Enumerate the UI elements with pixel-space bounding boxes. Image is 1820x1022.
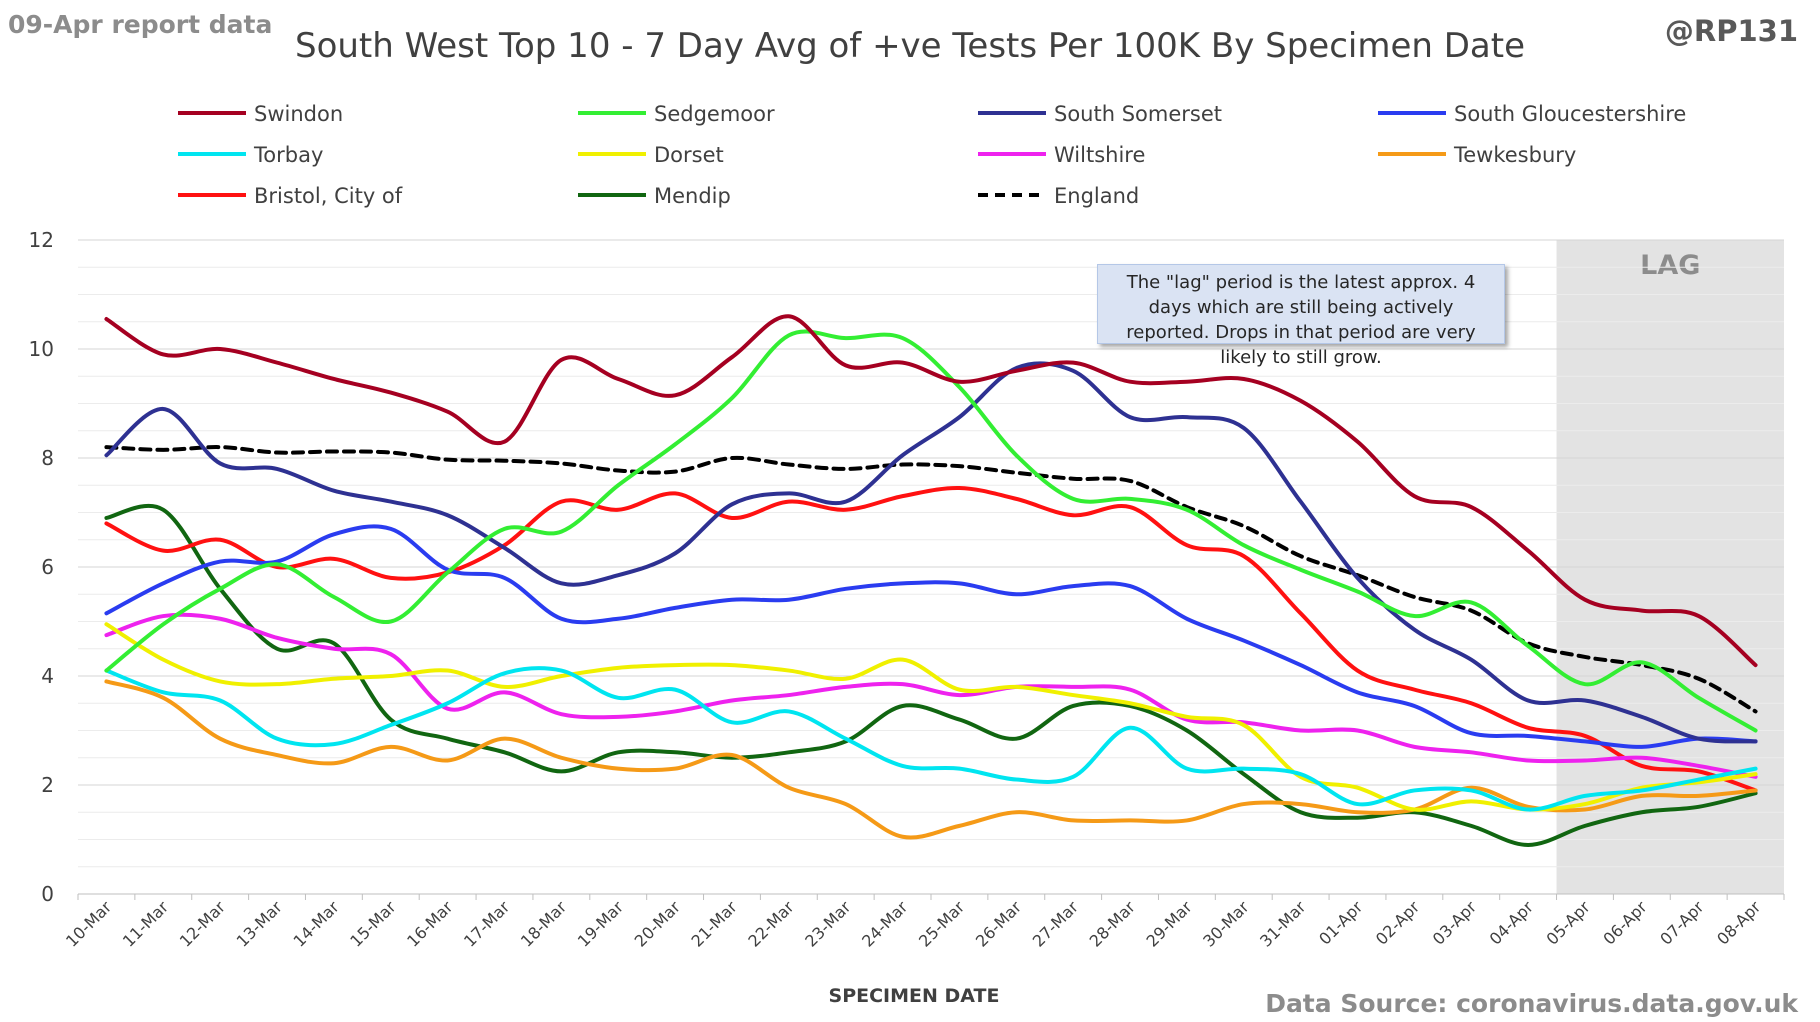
- lag-note-callout: The "lag" period is the latest approx. 4…: [1097, 264, 1505, 368]
- x-tick-label: 29-Mar: [1142, 897, 1196, 951]
- x-tick-label: 26-Mar: [972, 897, 1026, 951]
- lag-label: LAG: [1640, 250, 1700, 281]
- report-date-label: 09-Apr report data: [8, 10, 273, 39]
- x-tick-label: 13-Mar: [233, 897, 287, 951]
- legend-item-south-gloucestershire: South Gloucestershire: [1378, 102, 1686, 126]
- legend-label: Torbay: [253, 143, 323, 167]
- x-tick-label: 30-Mar: [1199, 897, 1253, 951]
- x-tick-label: 10-Mar: [62, 897, 116, 951]
- x-tick-label: 21-Mar: [688, 897, 742, 951]
- series-line-sedgemoor: [104, 329, 1758, 733]
- legend-item-swindon: Swindon: [178, 102, 343, 126]
- x-tick-label: 16-Mar: [403, 897, 457, 951]
- y-tick-label: 10: [29, 337, 54, 361]
- y-tick-label: 6: [41, 555, 54, 579]
- legend-label: England: [1054, 184, 1139, 208]
- legend-label: South Gloucestershire: [1454, 102, 1686, 126]
- series-line-swindon: [104, 314, 1758, 668]
- grid-lines: [78, 239, 1784, 895]
- legend-label: Tewkesbury: [1453, 143, 1576, 167]
- legend-item-wiltshire: Wiltshire: [978, 143, 1145, 167]
- x-tick-label: 19-Mar: [574, 897, 628, 951]
- series-line-tewkesbury: [104, 679, 1758, 840]
- legend-item-bristol-city-of: Bristol, City of: [178, 184, 403, 208]
- author-handle: @RP131: [1664, 14, 1798, 48]
- y-tick-label: 0: [41, 882, 54, 906]
- x-tick-label: 20-Mar: [631, 897, 685, 951]
- legend-item-south-somerset: South Somerset: [978, 102, 1222, 126]
- x-tick-label: 17-Mar: [460, 897, 514, 951]
- legend-label: Wiltshire: [1054, 143, 1145, 167]
- x-tick-label: 11-Mar: [119, 897, 173, 951]
- legend-label: South Somerset: [1054, 102, 1222, 126]
- x-tick-label: 04-Apr: [1486, 897, 1538, 949]
- x-tick-label: 27-Mar: [1029, 897, 1083, 951]
- series-line-south-gloucestershire: [104, 524, 1758, 749]
- legend-item-sedgemoor: Sedgemoor: [578, 102, 775, 126]
- x-tick-label: 24-Mar: [858, 897, 912, 951]
- x-tick-label: 07-Apr: [1656, 897, 1708, 949]
- x-tick-label: 05-Apr: [1543, 897, 1595, 949]
- series-line-torbay: [104, 666, 1758, 812]
- legend-item-england: England: [978, 184, 1139, 208]
- y-tick-label: 8: [41, 446, 54, 470]
- x-tick-label: 06-Apr: [1599, 897, 1651, 949]
- x-tick-label: 12-Mar: [176, 897, 230, 951]
- x-tick-label: 23-Mar: [801, 897, 855, 951]
- series-line-bristol-city-of: [104, 485, 1758, 793]
- x-tick-label: 15-Mar: [346, 897, 400, 951]
- legend-item-mendip: Mendip: [578, 184, 731, 208]
- x-tick-label: 31-Mar: [1256, 897, 1310, 951]
- x-tick-label: 18-Mar: [517, 897, 571, 951]
- legend: Swindon Sedgemoor South Somerset South Glou…: [178, 102, 1686, 208]
- legend-label: Sedgemoor: [654, 102, 775, 126]
- x-tick-label: 14-Mar: [289, 897, 343, 951]
- series-line-dorset: [104, 622, 1758, 812]
- legend-item-torbay: Torbay: [178, 143, 323, 167]
- series-lines: [104, 314, 1758, 847]
- x-tick-label: 22-Mar: [744, 897, 798, 951]
- legend-label: Swindon: [254, 102, 343, 126]
- y-tick-label: 4: [41, 664, 54, 688]
- series-line-south-somerset: [104, 361, 1758, 744]
- legend-label: Bristol, City of: [254, 184, 403, 208]
- x-tick-label: 03-Apr: [1429, 897, 1481, 949]
- chart-title: South West Top 10 - 7 Day Avg of +ve Tes…: [294, 26, 1526, 66]
- x-axis-title: SPECIMEN DATE: [829, 985, 1000, 1007]
- x-tick-label: 28-Mar: [1086, 897, 1140, 951]
- y-tick-label: 2: [41, 773, 54, 797]
- series-line-england: [104, 445, 1758, 714]
- legend-item-dorset: Dorset: [578, 143, 724, 167]
- data-source-label: Data Source: coronavirus.data.gov.uk: [1265, 989, 1798, 1018]
- x-tick-label: 02-Apr: [1372, 897, 1424, 949]
- series-line-mendip: [104, 503, 1758, 847]
- series-line-wiltshire: [104, 612, 1758, 779]
- x-tick-label: 01-Apr: [1315, 897, 1367, 949]
- legend-item-tewkesbury: Tewkesbury: [1378, 143, 1576, 167]
- legend-label: Dorset: [654, 143, 724, 167]
- legend-label: Mendip: [654, 184, 731, 208]
- y-tick-label: 12: [29, 228, 54, 252]
- x-tick-label: 25-Mar: [915, 897, 969, 951]
- x-tick-label: 08-Apr: [1713, 897, 1765, 949]
